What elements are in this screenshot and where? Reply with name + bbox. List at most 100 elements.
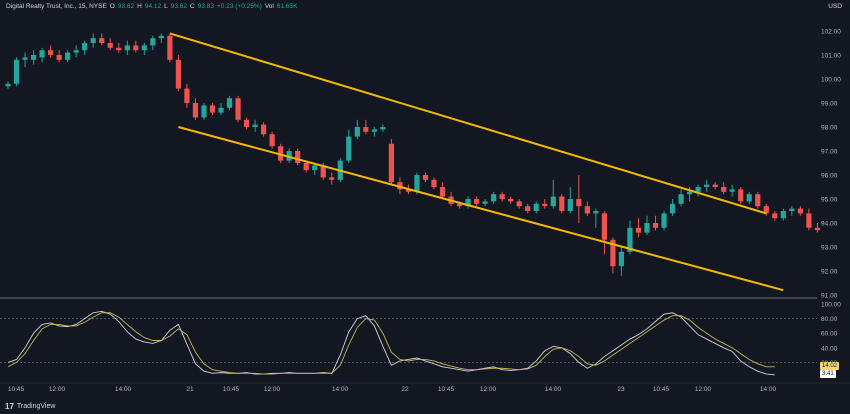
candle-body [13, 59, 20, 84]
candle [738, 187, 744, 204]
candle-body [73, 50, 79, 53]
candle [13, 57, 20, 87]
candle [226, 95, 233, 111]
oscillator-d-last-value: 3.41 [820, 369, 836, 378]
candle-body [346, 136, 352, 161]
candle [90, 33, 96, 48]
candle [133, 40, 139, 53]
candle-body [116, 47, 122, 51]
tradingview-brand[interactable]: 17 TradingView [5, 402, 55, 411]
open-label: O [109, 3, 115, 10]
candle-body [312, 165, 318, 171]
price-axis-tick: 91.00 [821, 293, 838, 300]
candle [797, 206, 803, 216]
candle-body [48, 50, 54, 55]
candle-body [278, 146, 284, 161]
price-axis-tick: 94.00 [821, 221, 838, 228]
candle-body [610, 239, 616, 267]
low-value: 93.62 [170, 3, 188, 10]
candle-body [567, 199, 573, 211]
candle-body [516, 201, 522, 207]
candle [286, 148, 292, 163]
candle-body [329, 177, 335, 180]
candle [269, 131, 275, 149]
candle [295, 148, 301, 166]
candle-body [550, 196, 556, 207]
candle [448, 191, 454, 207]
candle-body [65, 52, 71, 60]
candle-body [797, 208, 803, 214]
candle-body [175, 59, 181, 89]
brand-label: TradingView [16, 403, 56, 410]
volume-label: Vol [264, 3, 274, 10]
candle [780, 208, 786, 221]
symbol-header: Digital Realty Trust, Inc., 15, NYSE O 93.… [6, 3, 300, 10]
tradingview-logo-icon: 17 [5, 402, 14, 411]
time-axis-tick: 21 [186, 386, 194, 393]
candle-body [627, 227, 633, 252]
candle-body [133, 45, 139, 51]
candle-body [243, 119, 250, 127]
time-axis-tick: 23 [617, 386, 625, 393]
candle [695, 184, 701, 197]
candle-body [780, 211, 786, 219]
candle [635, 218, 642, 238]
symbol-title[interactable]: Digital Realty Trust, Inc., 15, NYSE [6, 3, 107, 10]
candle-body [201, 105, 207, 118]
candle [525, 203, 531, 214]
candle-body [39, 50, 45, 58]
candle [618, 247, 625, 276]
candle [533, 201, 539, 214]
candle-body [661, 213, 667, 228]
time-axis-tick: 14:00 [545, 386, 562, 393]
candle [755, 191, 761, 209]
candle [201, 103, 207, 120]
candle-body [678, 194, 684, 204]
candle [559, 194, 565, 214]
price-axis-tick: 99.00 [821, 101, 838, 108]
candle [107, 38, 113, 51]
candle-body [261, 124, 267, 135]
candle-body [286, 151, 292, 161]
open-value: 93.62 [117, 3, 135, 10]
candle-body [380, 127, 386, 130]
candle [73, 45, 79, 58]
candle-body [738, 189, 744, 202]
candle [167, 33, 173, 63]
time-axis-tick: 14:00 [760, 386, 777, 393]
candle [644, 215, 650, 235]
candle [474, 196, 480, 207]
high-label: H [137, 3, 142, 10]
time-axis-tick: 10:45 [223, 386, 240, 393]
candle [303, 160, 309, 173]
time-axis-tick: 14:00 [115, 386, 132, 393]
candle [380, 124, 386, 132]
candle-body [235, 98, 241, 120]
candle-body [184, 88, 190, 103]
time-axis-tick: 12:00 [695, 386, 712, 393]
candle [789, 206, 795, 216]
candle [363, 119, 369, 135]
candle-body [482, 201, 488, 204]
candle-body [593, 211, 599, 214]
candle-body [755, 194, 761, 207]
candle-body [695, 187, 701, 192]
candle [439, 182, 446, 199]
candle-body [252, 124, 258, 127]
candle [422, 172, 429, 183]
oscillator-axis-tick: 80.00 [821, 316, 838, 323]
candle-body [763, 206, 769, 214]
candle [65, 50, 71, 63]
candle [550, 179, 556, 209]
candle [39, 47, 45, 63]
candle [431, 177, 437, 190]
oscillator-axis-tick: 100.00 [821, 302, 841, 309]
candle [312, 163, 318, 175]
candle-body [303, 163, 309, 171]
candle [124, 40, 130, 55]
price-axis-tick: 93.00 [821, 245, 838, 252]
candle [261, 122, 267, 137]
price-axis-tick: 100.00 [821, 77, 841, 84]
currency-label[interactable]: USD [828, 3, 842, 10]
